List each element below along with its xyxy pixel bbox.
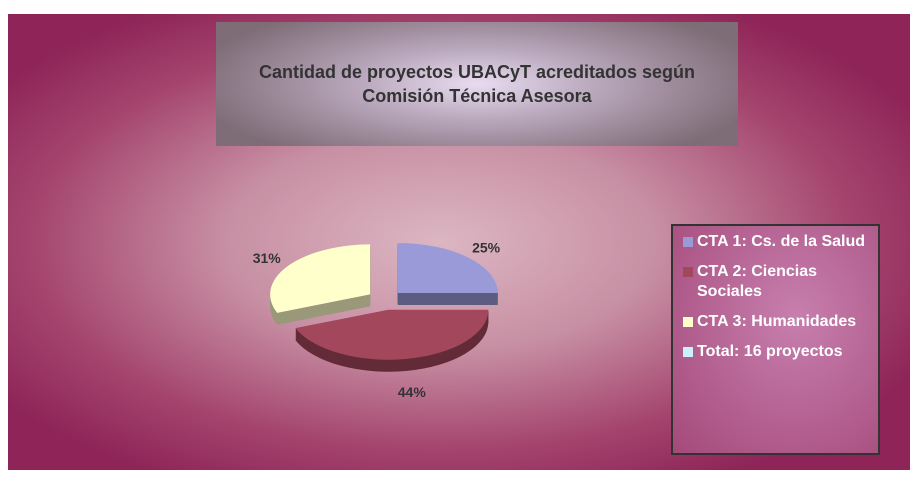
legend-label: CTA 3: Humanidades (697, 313, 857, 330)
legend-swatch (683, 267, 693, 277)
legend-label: Total: 16 proyectos (697, 343, 843, 360)
legend-item: CTA 1: Cs. de la Salud (683, 232, 872, 252)
slice (397, 242, 498, 293)
legend-label: CTA 2: Ciencias Sociales (697, 263, 818, 300)
data-label: 31% (253, 250, 282, 266)
data-label: 44% (398, 384, 427, 400)
legend: CTA 1: Cs. de la Salud CTA 2: Ciencias So… (671, 224, 880, 455)
slice (295, 309, 489, 360)
legend-swatch (683, 317, 693, 327)
legend-label: CTA 1: Cs. de la Salud (697, 233, 866, 250)
legend-swatch (683, 347, 693, 357)
legend-item: Total: 16 proyectos (683, 342, 872, 362)
data-label: 25% (472, 240, 501, 256)
legend-item: CTA 2: Ciencias Sociales (683, 262, 872, 302)
slice (270, 244, 371, 313)
chart-title: Cantidad de proyectos UBACyT acreditados… (216, 22, 738, 146)
legend-swatch (683, 237, 693, 247)
legend-item: CTA 3: Humanidades (683, 312, 872, 332)
